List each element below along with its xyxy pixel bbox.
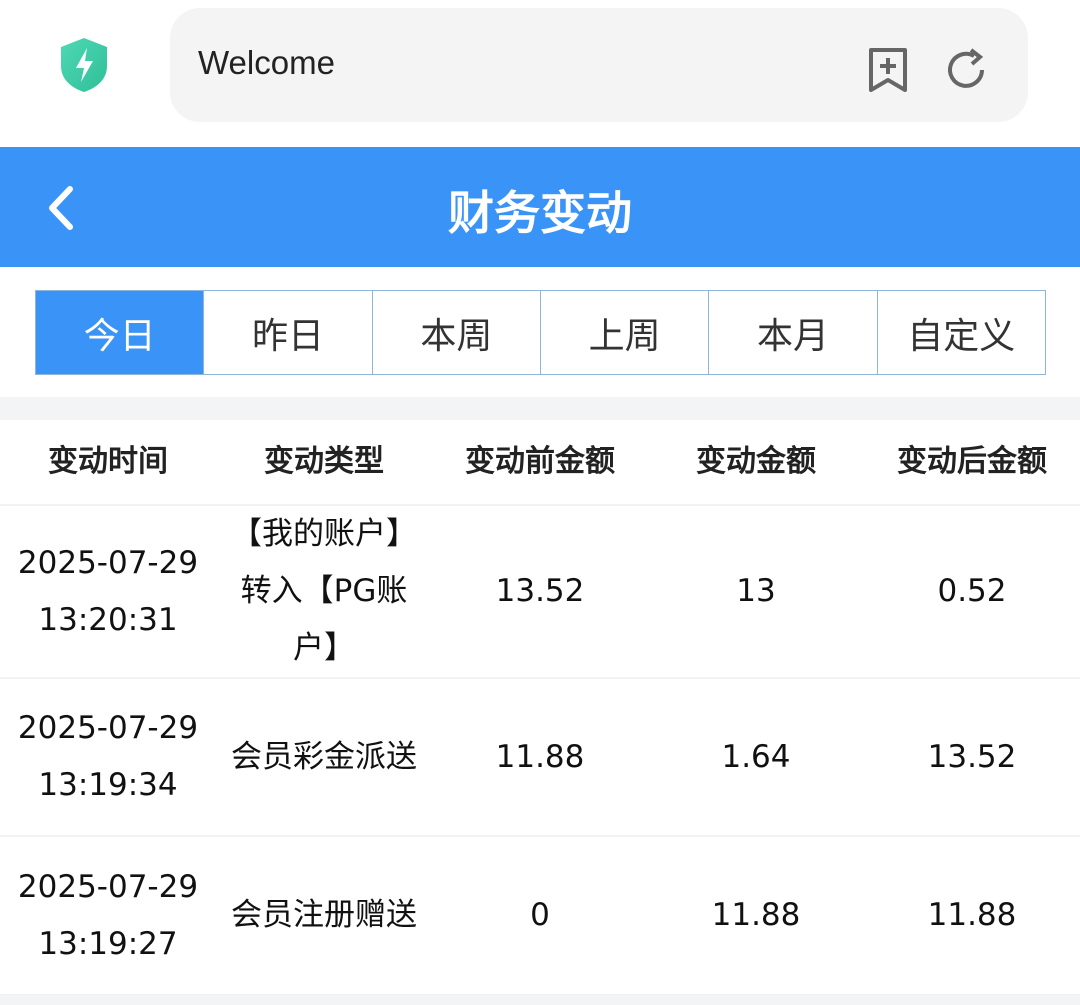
time-cell: 2025-07-29 13:19:27 (0, 859, 216, 973)
bookmark-add-icon[interactable] (866, 46, 912, 94)
table-row: 2025-07-29 13:20:31 【我的账户】转入【PG账户】 13.52 … (0, 506, 1080, 679)
date-text: 2025-07-29 (17, 868, 199, 905)
time-text: 13:19:27 (38, 925, 178, 962)
column-header: 变动时间 (48, 444, 168, 479)
shield-icon (61, 38, 107, 92)
column-header: 变动前金额 (465, 444, 615, 479)
after-amount-cell: 11.88 (927, 897, 1017, 933)
refresh-icon[interactable] (944, 46, 990, 94)
date-filter-tabs: 今日 昨日 本周 上周 本月 自定义 (35, 290, 1046, 375)
after-amount-cell: 13.52 (927, 738, 1017, 775)
url-text: Welcome (198, 44, 335, 81)
tab-last-week[interactable]: 上周 (539, 291, 709, 374)
divider (0, 397, 1080, 420)
browser-bar: Welcome (0, 0, 1080, 147)
tab-today[interactable]: 今日 (36, 291, 204, 374)
tab-this-month[interactable]: 本月 (708, 291, 877, 374)
amount-cell: 11.88 (711, 897, 801, 933)
back-arrow-icon[interactable] (40, 183, 80, 233)
table-row: 2025-07-29 13:19:27 会员注册赠送 0 11.88 11.88 (0, 837, 1080, 996)
column-header: 变动后金额 (897, 444, 1047, 479)
after-amount-cell: 0.52 (937, 573, 1007, 609)
page-header: 财务变动 (0, 147, 1080, 267)
date-text: 2025-07-29 (17, 544, 199, 581)
before-amount-cell: 13.52 (495, 573, 585, 609)
table-header: 变动时间 变动类型 变动前金额 变动金额 变动后金额 (0, 420, 1080, 506)
tab-custom[interactable]: 自定义 (876, 291, 1045, 374)
time-text: 13:20:31 (38, 601, 178, 638)
before-amount-cell: 0 (530, 897, 550, 933)
column-header: 变动类型 (264, 444, 384, 479)
address-bar[interactable]: Welcome (170, 8, 1028, 122)
tab-yesterday[interactable]: 昨日 (203, 291, 372, 374)
before-amount-cell: 11.88 (495, 738, 585, 775)
type-cell: 会员彩金派送 (231, 738, 417, 775)
footer-band (0, 995, 1080, 1005)
column-header: 变动金额 (696, 444, 816, 479)
amount-cell: 1.64 (721, 738, 791, 775)
transactions-table: 变动时间 变动类型 变动前金额 变动金额 变动后金额 2025-07-29 13:… (0, 420, 1080, 996)
time-text: 13:19:34 (38, 767, 178, 803)
amount-cell: 13 (736, 573, 776, 609)
type-cell: 会员注册赠送 (231, 897, 417, 933)
type-cell: 【我的账户】转入【PG账户】 (231, 516, 417, 666)
table-row: 2025-07-29 13:19:34 会员彩金派送 11.88 1.64 13.… (0, 679, 1080, 837)
time-cell: 2025-07-29 13:20:31 (0, 535, 216, 649)
page-title: 财务变动 (448, 186, 632, 240)
date-text: 2025-07-29 (17, 710, 199, 746)
tab-this-week[interactable]: 本周 (371, 291, 540, 374)
time-cell: 2025-07-29 13:19:34 (0, 700, 216, 814)
